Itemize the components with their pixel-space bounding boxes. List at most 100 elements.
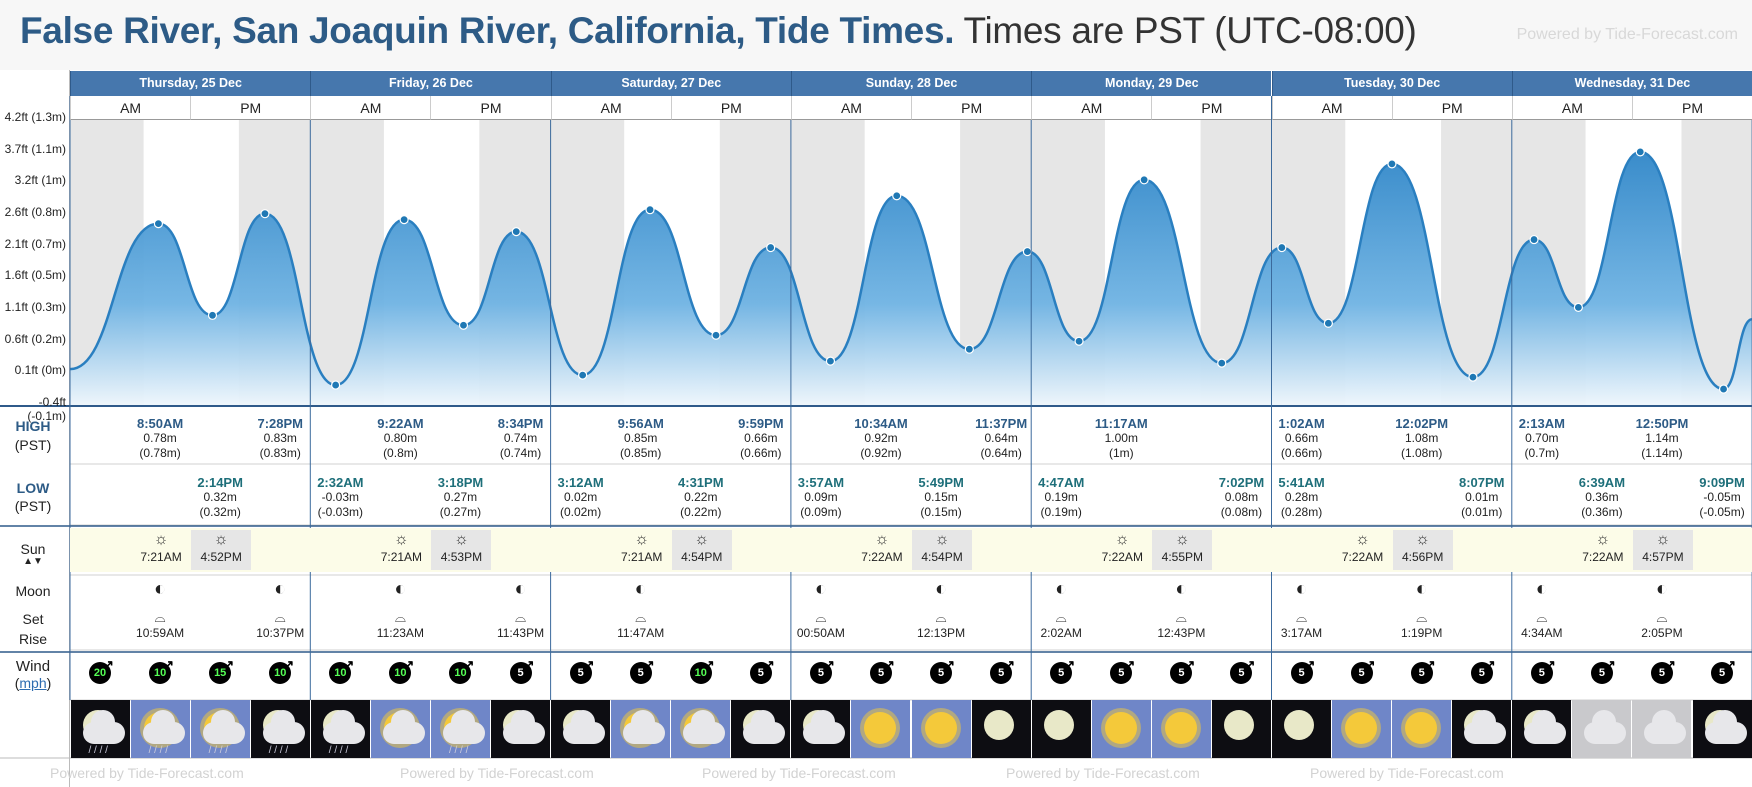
sunrise-cell: ☼ 7:22AM — [1333, 530, 1393, 570]
sunset-icon: ☼ — [1655, 531, 1671, 548]
moon-phase-icon: ◐ — [1295, 578, 1308, 600]
day-header: Tuesday, 30 Dec — [1271, 71, 1512, 96]
tide-height: 0.01m — [1465, 490, 1499, 504]
sunset-icon: ☼ — [934, 531, 950, 548]
tide-height-alt: (0.85m) — [620, 446, 662, 460]
moon-cell: ◐ ⌓ 12:13PM — [911, 578, 971, 640]
sunrise-icon: ☼ — [153, 531, 169, 548]
weather-cell — [1031, 700, 1091, 758]
weather-cell — [491, 700, 551, 758]
wind-direction-icon: ↗ — [944, 657, 955, 672]
tide-height-alt: (-0.03m) — [317, 505, 363, 519]
powered-by-watermark: Powered by Tide-Forecast.com — [1516, 26, 1738, 43]
tide-height: 0.02m — [563, 490, 598, 504]
tide-height-alt: (0.66m) — [740, 446, 782, 460]
moon-phase-icon: ◐ — [814, 578, 827, 600]
moon-label: Moon — [15, 583, 51, 599]
timezone-note: Times are PST (UTC-08:00) — [963, 10, 1417, 51]
low-tide-point — [711, 330, 721, 340]
sunrise-icon: ☼ — [1355, 531, 1370, 548]
tide-time: 4:47AM — [1038, 475, 1085, 490]
wind-direction-icon: ↗ — [823, 657, 835, 672]
low-tide-cell: 2:14PM 0.32m (0.32m) — [190, 475, 250, 520]
tide-time: 8:34PM — [497, 416, 544, 431]
low-tide-cell: 3:18PM 0.27m (0.27m) — [430, 475, 490, 520]
sunset-icon: ☼ — [213, 531, 229, 548]
tide-height: 1.14m — [1645, 431, 1679, 445]
cloud-weather-icon — [1464, 710, 1507, 744]
wind-direction-icon: ↗ — [343, 657, 355, 672]
moon-cell: ◐ ⌓ 10:37PM — [250, 578, 310, 640]
high-tide-point — [1529, 234, 1539, 245]
moonrise-icon: ⌓ — [394, 609, 406, 625]
rain-weather-icon: / / / / — [268, 745, 289, 756]
tide-height-alt: (0.15m) — [920, 505, 962, 519]
low-tide-point — [1323, 318, 1333, 328]
tide-height: 0.66m — [744, 431, 778, 445]
wind-direction-icon: ↗ — [103, 657, 114, 672]
moon-time: 12:43PM — [1157, 626, 1206, 640]
day-header: Wednesday, 31 Dec — [1511, 71, 1752, 96]
high-tide-cell: 8:34PM 0.74m (0.74m) — [491, 416, 551, 461]
tide-time: 2:14PM — [197, 475, 243, 490]
moon-time: 1:19PM — [1400, 626, 1443, 640]
high-tide-cell: 9:56AM 0.85m (0.85m) — [611, 416, 671, 461]
moon-time: 10:59AM — [136, 626, 185, 640]
wind-direction-icon: ↗ — [1725, 657, 1736, 672]
wind-indicator: 5 ↗ — [1350, 657, 1376, 684]
wind-direction-icon: ↗ — [1484, 657, 1496, 672]
high-tide-point — [1387, 159, 1397, 169]
moon-cell: ◐ ⌓ 10:59AM — [130, 578, 190, 640]
wind-direction-icon: ↗ — [703, 657, 715, 672]
sun-toggle-icon[interactable]: ▲▼ — [23, 556, 43, 567]
title-bar: False River, San Joaquin River, Californ… — [0, 0, 1752, 70]
tide-height-alt: (0.8m) — [383, 446, 418, 460]
weather-cell — [1272, 700, 1331, 758]
moon-phase-icon: ◐ — [1175, 578, 1188, 600]
moon-cell: ◐ ⌓ 11:23AM — [370, 578, 430, 640]
wind-indicator: 5 ↗ — [1050, 657, 1075, 684]
wind-indicator: 5 ↗ — [1530, 657, 1556, 684]
wind-indicator: 10 ↗ — [269, 657, 294, 684]
sunset-time: 4:56PM — [1401, 550, 1444, 564]
wind-unit-link[interactable]: mph — [19, 675, 47, 691]
low-tide-cell: 6:39AM 0.36m (0.36m) — [1572, 475, 1632, 520]
moonrise-icon: ⌓ — [514, 609, 527, 625]
am-label: AM — [70, 96, 191, 120]
am-label: AM — [310, 96, 431, 120]
low-tide-cell: 4:47AM 0.19m (0.19m) — [1031, 475, 1091, 520]
powered-by-watermark: Powered by Tide-Forecast.com — [702, 765, 896, 781]
pm-label: PM — [1151, 96, 1272, 120]
wind-indicator: 5 ↗ — [809, 657, 835, 684]
wind-unit-label: (mph) — [14, 675, 52, 691]
y-axis-label: 1.1ft (0.3m) — [4, 300, 66, 314]
sunset-time: 4:57PM — [1642, 550, 1684, 564]
wind-indicator: 10 ↗ — [329, 657, 354, 684]
moon-time: 2:05PM — [1641, 626, 1683, 640]
tide-area — [70, 151, 1752, 405]
wind-direction-icon: ↗ — [1304, 657, 1316, 672]
weather-cell — [1091, 700, 1151, 758]
rain-weather-icon: / / / / — [448, 745, 469, 756]
weather-cell: / / / / — [430, 700, 490, 758]
tide-height-alt: (1.14m) — [1641, 446, 1683, 460]
wind-direction-icon: ↗ — [1124, 657, 1136, 672]
y-axis-label: 0.1ft (0m) — [14, 363, 66, 378]
moon-weather-icon — [1223, 710, 1254, 740]
y-axis-label: 0.6ft (0.2m) — [4, 331, 66, 346]
high-label: HIGH — [15, 418, 51, 434]
low-tide-point — [1573, 302, 1583, 312]
wind-indicator: 10 ↗ — [449, 657, 474, 684]
high-tide-cell: 9:22AM 0.80m (0.8m) — [370, 416, 430, 461]
cloud-weather-icon — [623, 710, 666, 744]
wind-indicator: 5 ↗ — [629, 657, 655, 684]
moonrise-icon: ⌓ — [1536, 609, 1548, 625]
weather-cell — [971, 700, 1031, 758]
tide-time: 12:50PM — [1635, 416, 1689, 431]
powered-by-watermark: Powered by Tide-Forecast.com — [50, 765, 244, 781]
weather-cell — [1632, 700, 1692, 758]
tide-height: -0.03m — [321, 490, 359, 504]
sunset-time: 4:54PM — [681, 550, 723, 564]
sunset-time: 4:52PM — [200, 550, 242, 564]
